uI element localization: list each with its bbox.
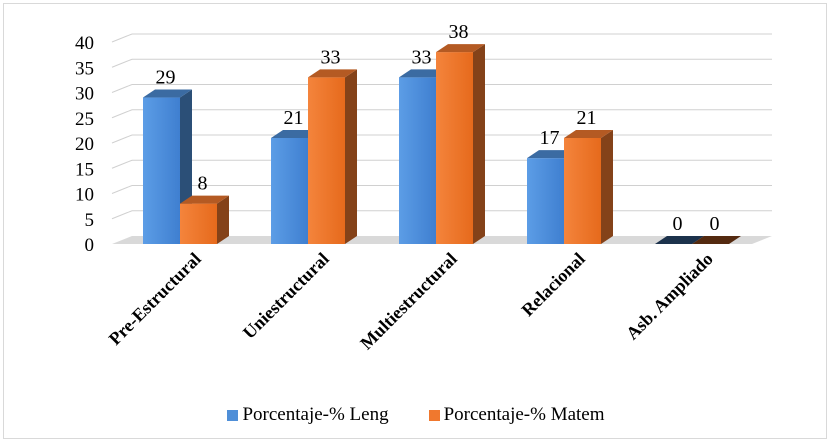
gridline-depth [111, 134, 133, 144]
bar-side [473, 44, 485, 244]
data-label: 0 [673, 213, 683, 235]
bar [655, 236, 704, 244]
bar-front [527, 158, 564, 244]
bar [436, 44, 485, 244]
bar-top [180, 195, 229, 204]
data-label: 33 [321, 46, 341, 68]
bar [564, 129, 613, 244]
bar-side [345, 69, 357, 244]
gridline-depth [111, 185, 133, 194]
bar-front [180, 203, 217, 244]
gridline-depth [111, 109, 133, 119]
data-label: 0 [710, 213, 720, 235]
y-tick-label: 40 [75, 33, 94, 54]
legend-item-series-1: Porcentaje-% Leng [227, 404, 389, 426]
bar-side [601, 129, 613, 244]
bar-top [436, 44, 485, 53]
bar-front [271, 137, 308, 244]
bar-front [564, 137, 601, 244]
bar [692, 236, 741, 244]
bar [180, 195, 229, 244]
data-label: 17 [540, 127, 560, 149]
y-tick-label: 25 [75, 109, 94, 130]
y-tick-label: 35 [75, 58, 94, 79]
data-labels: 29 8 21 33 33 38 17 21 0 0 [156, 21, 720, 235]
legend-label-series-2: Porcentaje-% Matem [443, 404, 605, 425]
y-axis-ticks: 0 5 10 15 20 25 30 35 40 [75, 33, 94, 256]
x-tick-label: Asb. Ampliado [622, 249, 717, 344]
bar-top [271, 129, 320, 138]
y-tick-label: 30 [75, 84, 94, 105]
y-tick-label: 15 [75, 159, 94, 180]
x-tick-label: Pre-Estructural [105, 249, 205, 349]
y-tick-label: 20 [75, 134, 94, 155]
bar-front [143, 97, 180, 244]
legend-item-series-2: Porcentaje-% Matem [428, 404, 605, 426]
bar [308, 69, 357, 244]
data-label: 21 [577, 107, 597, 129]
x-tick-label: Relacional [517, 249, 588, 320]
y-tick-label: 10 [75, 185, 94, 206]
data-label: 29 [156, 67, 176, 89]
bar-front [436, 52, 473, 244]
bars [143, 44, 741, 244]
bar-top [527, 150, 576, 159]
data-label: 38 [449, 21, 469, 43]
gridline-depth [111, 33, 133, 43]
gridline-depth [111, 159, 133, 169]
legend-swatch-series-1 [227, 409, 239, 421]
legend: Porcentaje-% Leng Porcentaje-% Matem [0, 402, 832, 428]
bar-top [692, 236, 741, 244]
bar-front [399, 77, 436, 244]
data-label: 8 [198, 173, 208, 195]
bar-top [564, 129, 613, 138]
x-axis-ticks: Pre-Estructural Uniestructural Multiestruc… [105, 249, 717, 354]
legend-label-series-1: Porcentaje-% Leng [242, 404, 389, 425]
bar-top [399, 69, 448, 78]
gridline-depth [111, 58, 133, 68]
x-tick-label: Multiestructural [356, 249, 461, 354]
data-label: 33 [412, 46, 432, 68]
legend-swatch-series-2 [428, 409, 440, 421]
bar-front [308, 77, 345, 244]
bar-top [143, 89, 192, 98]
gridline-depth [111, 210, 133, 220]
data-label: 21 [284, 107, 304, 129]
x-tick-label: Uniestructural [239, 249, 333, 343]
bar-top [308, 69, 357, 78]
bar-top [655, 236, 704, 244]
y-tick-label: 5 [85, 210, 95, 231]
gridline-depth [111, 84, 133, 93]
bar-side [217, 195, 229, 244]
y-tick-label: 0 [85, 235, 95, 256]
